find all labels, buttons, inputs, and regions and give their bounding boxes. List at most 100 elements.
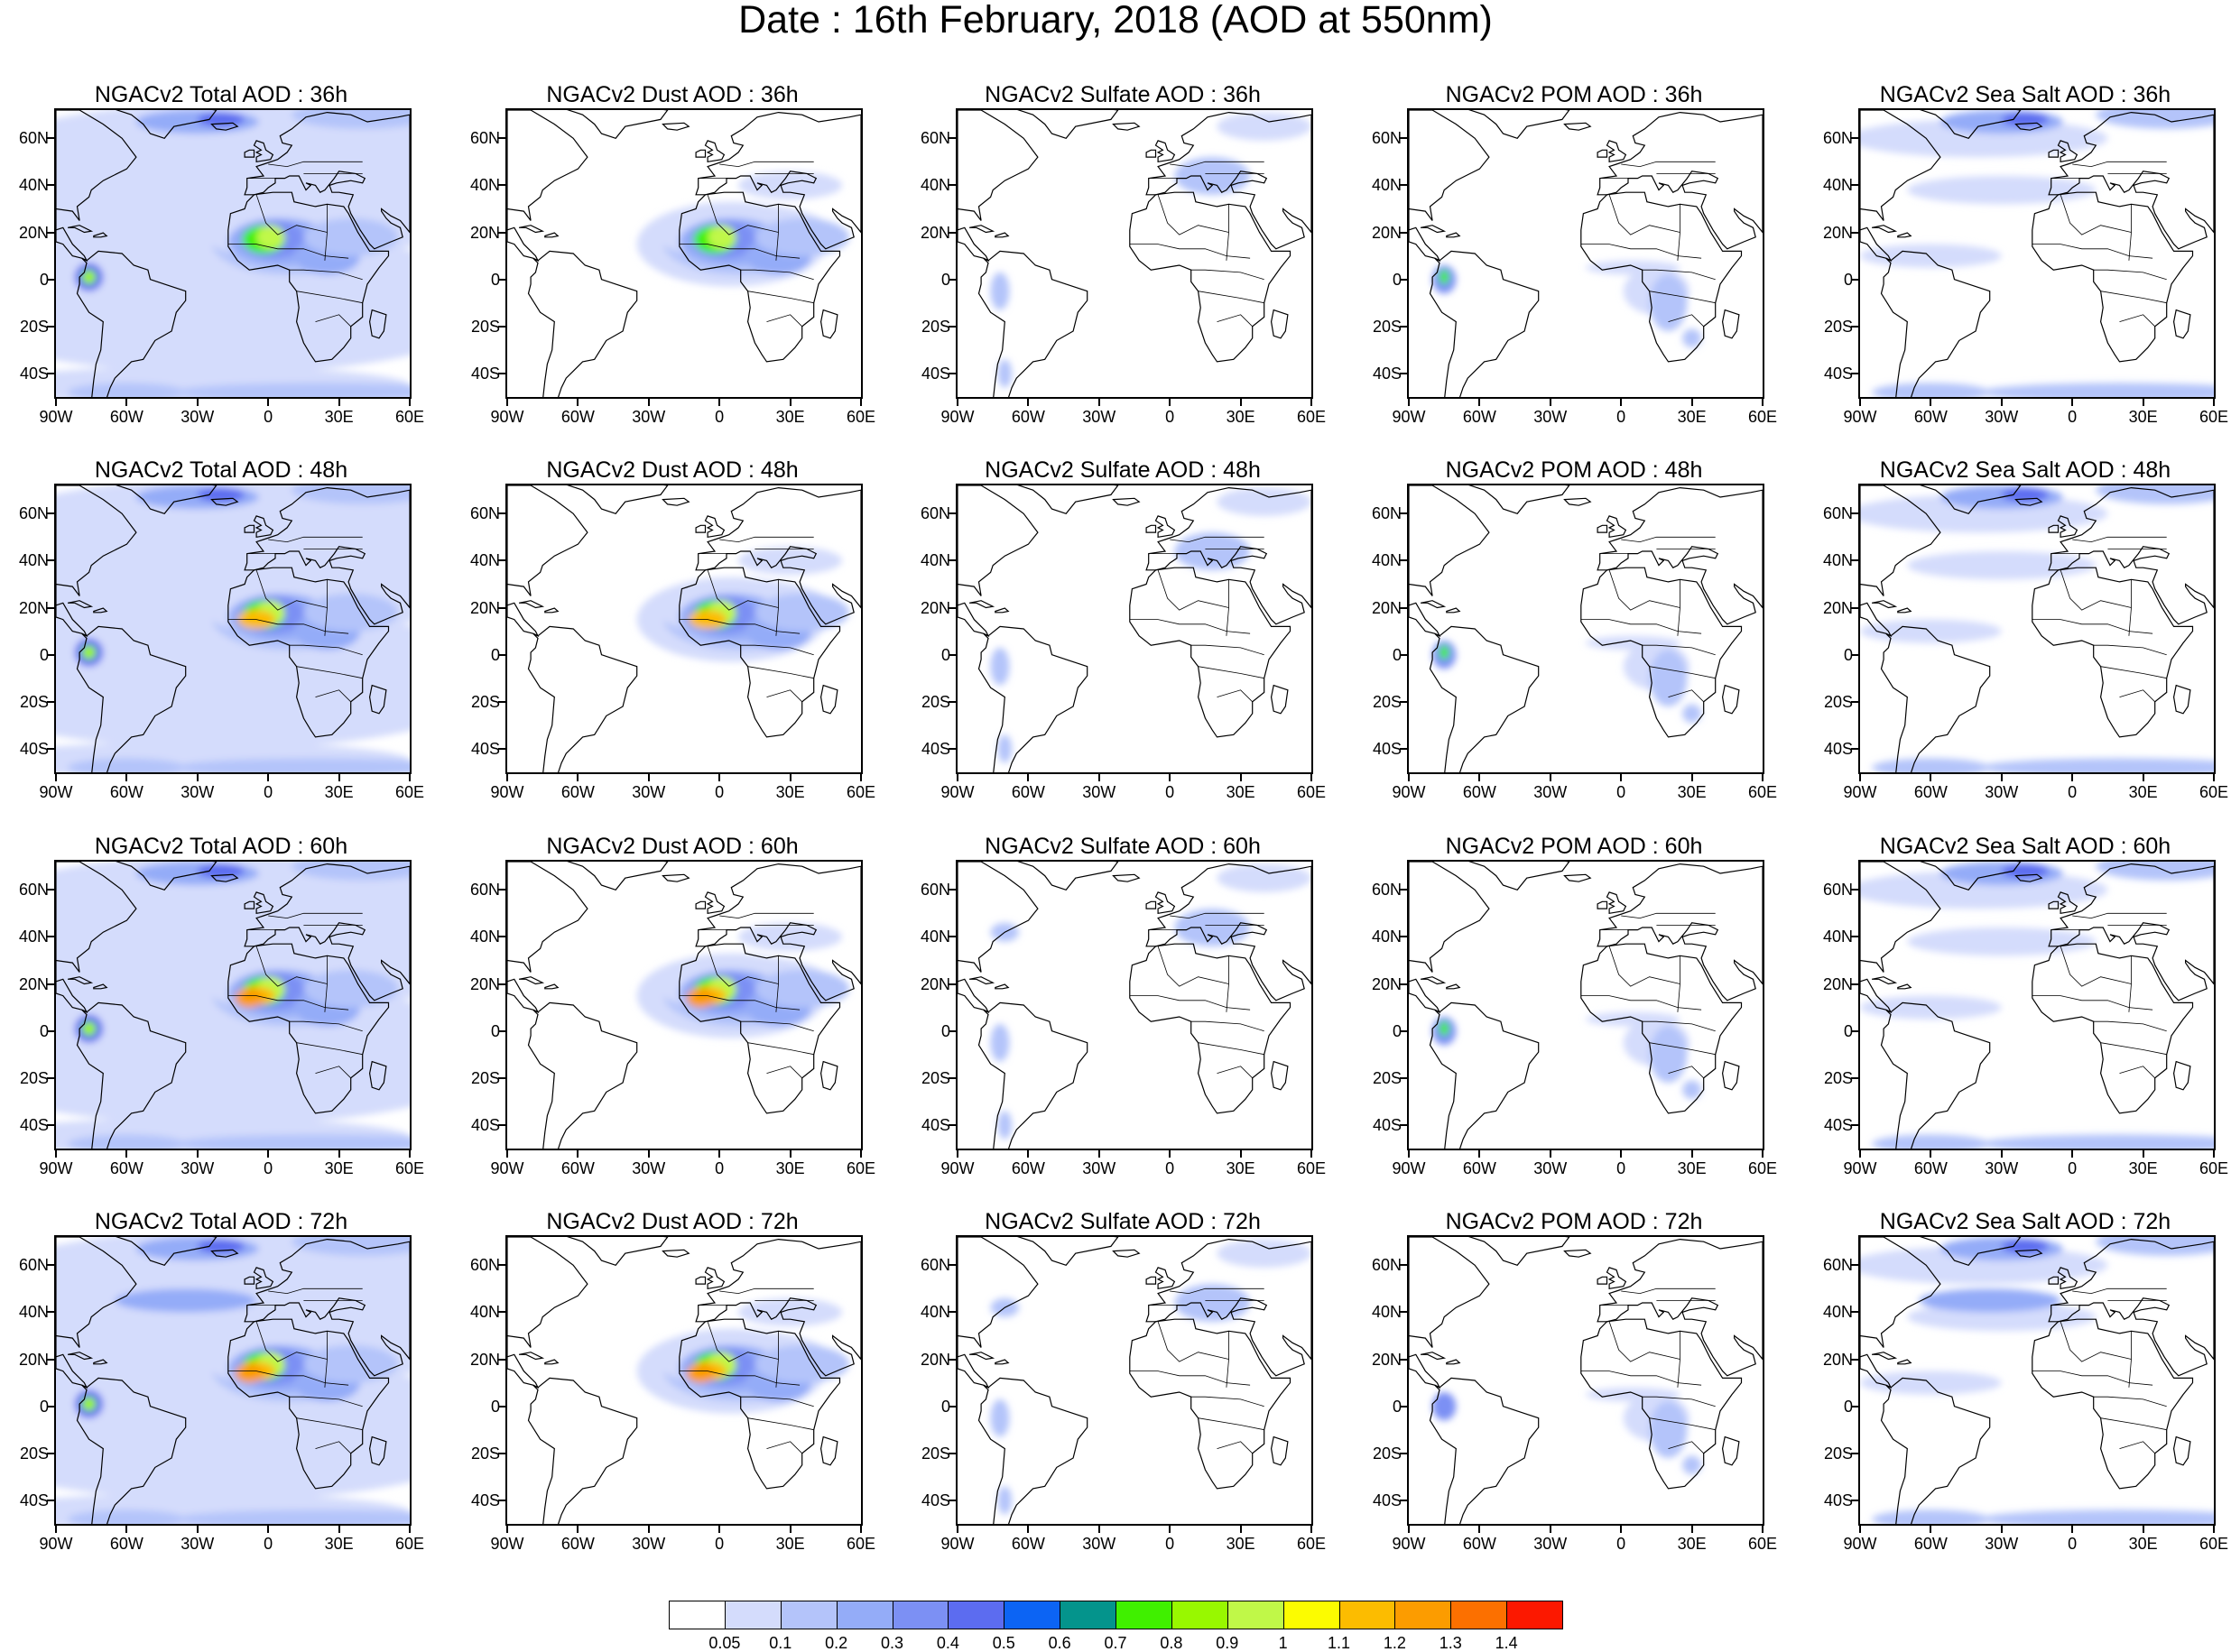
coastline [1606,1267,1627,1290]
country-border [1198,666,1264,679]
coastline [1145,111,1311,250]
country-border [1668,689,1704,703]
latitude-label: 20S [1372,692,1402,711]
longitude-tick [2000,774,2003,781]
latitude-label: 20S [1823,1068,1853,1087]
map-panel: NGACv2 Sea Salt AOD : 72h 60N 40N 20N 0 20S 40… [1804,1208,2228,1574]
longitude-tick [2213,774,2215,781]
coastline [93,232,108,238]
coastline [93,1359,108,1365]
coastlines [958,110,1311,397]
longitude-label: 60W [1011,408,1045,426]
latitude-tick [1400,889,1407,891]
coastline [1017,110,1119,140]
coastline [567,862,669,891]
panel-title: NGACv2 Total AOD : 72h [94,1209,348,1234]
latitude-tick [1400,231,1407,234]
longitude-label: 30W [1985,408,2019,426]
longitude-label: 30W [1985,1535,2019,1553]
latitude-label: 20S [1823,692,1853,711]
coastline [2032,191,2194,363]
aod-contour [754,217,849,256]
latitude-tick [1400,1499,1407,1501]
aod-contour [56,244,198,268]
country-border [2072,1287,2167,1295]
country-border [1649,1042,1716,1056]
colorbar-level-label: 1.4 [1495,1634,1518,1652]
latitude-label: 60N [1371,504,1402,523]
latitude-label: 20S [921,692,950,711]
country-border [227,619,349,634]
latitude-tick [47,653,54,656]
latitude-label: 0 [39,645,49,664]
coastline [695,863,861,1001]
aod-contour [235,988,264,1008]
country-border [2032,244,2153,259]
aod-field [1860,1237,2214,1524]
latitude-label: 40N [920,176,950,195]
coastline [1112,122,1141,131]
latitude-tick [1851,936,1858,938]
latitude-tick [949,1123,956,1126]
latitude-label: 40S [1823,739,1853,758]
aod-contour [1907,176,2097,205]
latitude-label: 40S [19,364,49,383]
country-border [747,666,814,679]
latitude-tick [1400,936,1407,938]
longitude-label: 0 [2068,408,2078,426]
coastlines [1860,485,2214,772]
longitude-tick [125,774,128,781]
aod-contour [1860,619,2002,643]
country-border [719,161,814,168]
coastline [567,485,669,515]
map-panel: NGACv2 Total AOD : 72h 60N 40N 20N 0 20S 40S 90… [0,1208,424,1574]
latitude-tick [1400,278,1407,281]
latitude-label: 0 [1843,1397,1853,1416]
latitude-label: 20N [1822,598,1853,617]
latitude-tick [1851,372,1858,374]
coastlines [958,485,1311,772]
longitude-tick [1408,1526,1410,1533]
country-border [2100,666,2167,679]
coastline [695,900,707,909]
longitude-tick [647,1150,650,1158]
aod-map [507,862,861,1149]
latitude-tick [1851,889,1858,891]
coastline [958,862,1039,1014]
latitude-label: 60N [920,129,950,148]
longitude-label: 60W [1462,1159,1496,1177]
country-border [255,569,328,611]
longitude-label: 60E [394,408,425,426]
latitude-tick [47,325,54,328]
aod-contour [1649,1401,1688,1458]
coastline [1563,497,1592,506]
latitude-tick [1851,512,1858,515]
country-border [296,1417,363,1431]
coastlines [1409,862,1763,1149]
coastline [1017,1237,1119,1267]
coastline [1129,943,1291,1114]
aod-contour [686,1363,715,1383]
longitude-label: 30E [1226,1159,1255,1177]
colorbar-swatch [1060,1601,1116,1629]
aod-contour [1217,863,1311,892]
longitude-tick [1239,774,1242,781]
aod-contour [997,734,1013,763]
aod-contour [1174,909,1250,946]
longitude-tick [409,774,411,781]
country-border [2100,291,2167,304]
country-border [1608,946,1680,987]
coastline [1563,1249,1592,1258]
latitude-tick [498,1452,505,1454]
coastline [507,110,588,263]
longitude-tick [506,399,508,406]
aod-contour [2096,1237,2214,1256]
coastline [1145,863,1311,1001]
aod-contour [1440,1021,1449,1036]
panel-title: NGACv2 Dust AOD : 48h [546,457,799,483]
coastline [1563,873,1592,882]
aod-contour [256,225,285,249]
country-border [2060,569,2132,611]
latitude-tick [1400,137,1407,140]
longitude-label: 30E [324,408,354,426]
